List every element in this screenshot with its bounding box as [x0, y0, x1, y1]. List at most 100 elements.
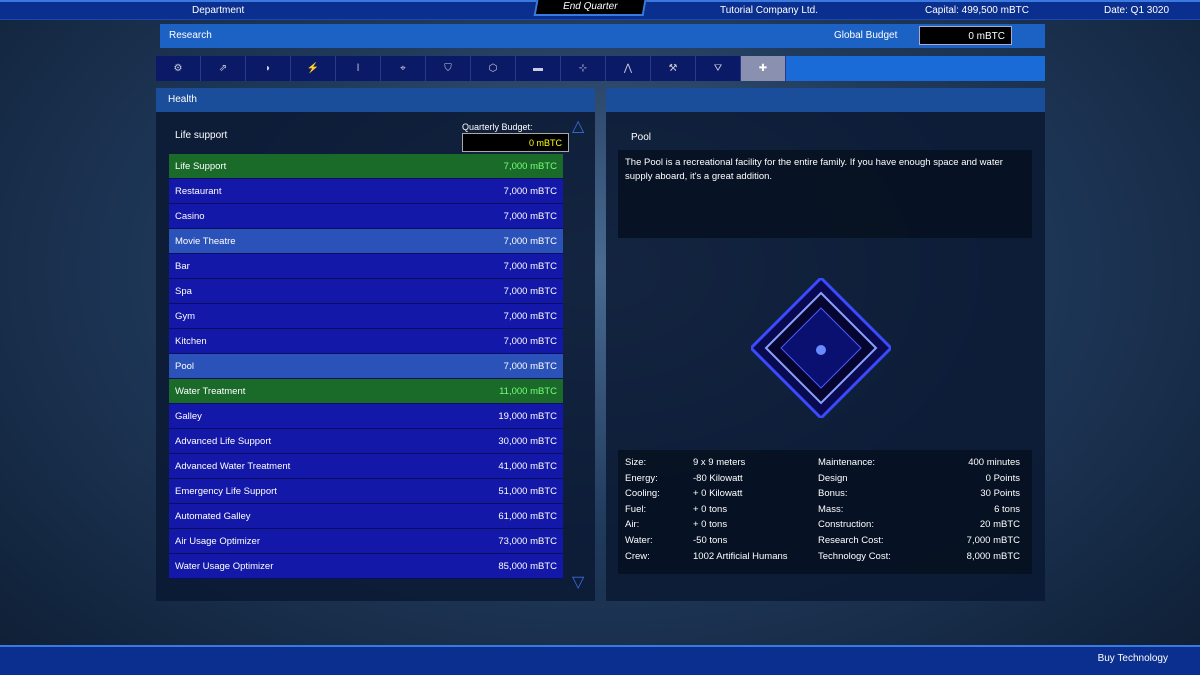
tech-list-item[interactable]: Spa 7,000 mBTC [169, 279, 563, 304]
tech-list-item[interactable]: Air Usage Optimizer 73,000 mBTC [169, 529, 563, 554]
stat-value: 9 x 9 meters [693, 457, 746, 468]
stat-value: 30 Points [980, 488, 1020, 500]
tech-list-item[interactable]: Pool 7,000 mBTC [169, 354, 563, 379]
global-budget-label: Global Budget [834, 30, 898, 41]
tech-list-item[interactable]: Water Treatment 11,000 mBTC [169, 379, 563, 404]
department-label[interactable]: Department [192, 5, 245, 16]
research-title: Research [169, 30, 212, 41]
sensor-icon: ⛛ [713, 63, 723, 74]
date: Date: Q1 3020 [1104, 5, 1170, 16]
tech-list-item[interactable]: Casino 7,000 mBTC [169, 204, 563, 229]
tech-name: Life Support [175, 160, 227, 172]
scroll-up-arrow-icon[interactable]: △ [572, 118, 585, 135]
tech-cost: 19,000 mBTC [498, 410, 557, 422]
tech-cost: 7,000 mBTC [503, 210, 557, 222]
tech-list-item[interactable]: Kitchen 7,000 mBTC [169, 329, 563, 354]
tech-cost: 7,000 mBTC [503, 285, 557, 297]
tech-cost: 7,000 mBTC [503, 235, 557, 247]
tab-sensor[interactable]: ⛛ [696, 56, 741, 81]
tech-list-item[interactable]: Gym 7,000 mBTC [169, 304, 563, 329]
tab-compass[interactable]: ⋀ [606, 56, 651, 81]
tab-shield[interactable]: ◗ [246, 56, 291, 81]
tab-cargo[interactable]: ⬡ [471, 56, 516, 81]
tech-list-item[interactable]: Life Support 7,000 mBTC [169, 154, 563, 179]
tab-storage[interactable]: ▬ [516, 56, 561, 81]
target-icon: ⌖ [400, 63, 406, 74]
stat-value: 20 mBTC [979, 519, 1020, 531]
buy-technology-button[interactable]: Buy Technology [1097, 653, 1168, 664]
tab-gear[interactable]: ⚙ [156, 56, 201, 81]
tech-name: Restaurant [175, 185, 222, 197]
global-budget-input[interactable]: 0 mBTC [919, 26, 1012, 45]
tab-tools[interactable]: ⚒ [651, 56, 696, 81]
stat-value: 8,000 mBTC [966, 550, 1020, 562]
tech-cost: 7,000 mBTC [503, 185, 557, 197]
tools-icon: ⚒ [668, 63, 678, 74]
quarterly-budget-label: Quarterly Budget: [462, 122, 533, 132]
stat-label: Fuel: [625, 503, 647, 515]
section-title: Life support [175, 130, 228, 141]
tech-name: Kitchen [175, 335, 207, 347]
tech-list-item[interactable]: Emergency Life Support 51,000 mBTC [169, 479, 563, 504]
tab-engine[interactable]: ⇗ [201, 56, 246, 81]
quarterly-budget-input[interactable]: 0 mBTC [462, 133, 569, 152]
stat-label: Cooling: [625, 488, 660, 500]
tech-cost: 41,000 mBTC [498, 460, 557, 472]
tab-health[interactable]: ✚ [741, 56, 786, 81]
tech-list-item[interactable]: Galley 19,000 mBTC [169, 404, 563, 429]
energy-icon: ⚡ [306, 63, 320, 74]
tech-detail-panel: Pool The Pool is a recreational facility… [606, 88, 1045, 601]
stat-label: Research Cost: [818, 535, 884, 546]
tech-name: Water Usage Optimizer [175, 560, 274, 572]
tech-name: Emergency Life Support [175, 485, 277, 497]
stat-label: Construction: [818, 519, 874, 531]
tech-name: Bar [175, 260, 190, 272]
stat-value: + 0 Kilowatt [693, 488, 743, 500]
tech-name: Gym [175, 310, 196, 322]
tech-cost: 7,000 mBTC [503, 160, 557, 172]
stat-label: Bonus: [818, 488, 848, 500]
armor-icon: ⛉ [444, 63, 452, 74]
tab-network[interactable]: ⊹ [561, 56, 606, 81]
tech-cost: 7,000 mBTC [503, 335, 557, 347]
tech-name: Movie Theatre [175, 235, 236, 247]
tech-list-item[interactable]: Advanced Life Support 30,000 mBTC [169, 429, 563, 454]
research-header: Research Global Budget 0 mBTC [160, 24, 1045, 48]
tech-name: Advanced Life Support [175, 435, 272, 447]
company-name: Tutorial Company Ltd. [720, 5, 819, 16]
tech-list-item[interactable]: Water Usage Optimizer 85,000 mBTC [169, 554, 563, 579]
stat-value: + 0 tons [693, 503, 728, 515]
gear-icon: ⚙ [173, 63, 183, 74]
stat-label: Energy: [625, 472, 658, 484]
tech-list-item[interactable]: Movie Theatre 7,000 mBTC [169, 229, 563, 254]
tab-thermometer[interactable]: ǀ [336, 56, 381, 81]
stat-label: Technology Cost: [818, 550, 891, 562]
tech-cost: 85,000 mBTC [498, 560, 557, 572]
tech-cost: 61,000 mBTC [498, 510, 557, 522]
tech-list-item[interactable]: Bar 7,000 mBTC [169, 254, 563, 279]
stat-value: 6 tons [994, 503, 1020, 515]
stat-value: 7,000 mBTC [966, 535, 1020, 546]
health-icon: ✚ [758, 63, 768, 74]
engine-icon: ⇗ [218, 63, 228, 74]
stat-value: 0 Points [985, 472, 1020, 484]
stat-value: + 0 tons [693, 519, 728, 531]
tech-cost: 7,000 mBTC [503, 360, 557, 372]
tech-name: Casino [175, 210, 205, 222]
stat-label: Maintenance: [818, 457, 876, 468]
tech-name: Advanced Water Treatment [175, 460, 291, 472]
tab-energy[interactable]: ⚡ [291, 56, 336, 81]
capital: Capital: 499,500 mBTC [925, 5, 1029, 16]
category-tabs: ⚙ ⇗ ◗ ⚡ ǀ ⌖ ⛉ ⬡ ▬ ⊹ ⋀ ⚒ ⛛ ✚ [156, 56, 1045, 81]
cargo-icon: ⬡ [488, 63, 498, 74]
tech-list-item[interactable]: Automated Galley 61,000 mBTC [169, 504, 563, 529]
tab-target[interactable]: ⌖ [381, 56, 426, 81]
tab-armor[interactable]: ⛉ [426, 56, 471, 81]
end-quarter-button[interactable]: End Quarter [533, 0, 647, 16]
tech-cost: 51,000 mBTC [498, 485, 557, 497]
tech-name: Automated Galley [175, 510, 251, 522]
tech-list-item[interactable]: Restaurant 7,000 mBTC [169, 179, 563, 204]
scroll-down-arrow-icon[interactable]: ▽ [572, 574, 585, 591]
stat-label: Water: [625, 535, 653, 546]
tech-list-item[interactable]: Advanced Water Treatment 41,000 mBTC [169, 454, 563, 479]
